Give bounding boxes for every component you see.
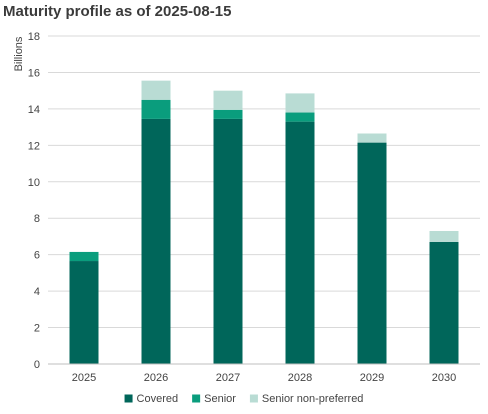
bar-segment <box>285 121 315 364</box>
x-tick-label: 2028 <box>288 372 312 384</box>
y-tick-label: 0 <box>34 359 40 371</box>
y-axis-ticks: 0 2 4 6 8 10 12 14 16 18 <box>28 31 40 371</box>
bar-segment <box>285 112 315 122</box>
bar-segment <box>141 99 171 119</box>
x-axis-ticks: 2025 2026 2027 2028 2029 2030 <box>72 372 456 384</box>
legend-swatch <box>192 394 201 403</box>
bars <box>69 80 459 364</box>
x-tick-label: 2030 <box>432 372 456 384</box>
bar-segment <box>429 230 459 242</box>
legend-label: Senior <box>204 393 236 405</box>
bar-segment <box>357 133 387 143</box>
y-tick-label: 18 <box>28 31 40 43</box>
bar-segment <box>357 142 387 364</box>
legend-swatch <box>124 394 133 403</box>
bar-segment <box>141 80 171 100</box>
y-tick-label: 2 <box>34 323 40 335</box>
y-tick-label: 4 <box>34 286 40 298</box>
legend-swatch <box>249 394 258 403</box>
bar-segment <box>213 90 243 110</box>
bar-segment <box>69 261 99 364</box>
y-tick-label: 14 <box>28 104 40 116</box>
y-tick-label: 10 <box>28 177 40 189</box>
y-tick-label: 8 <box>34 213 40 225</box>
bar-segment <box>69 251 99 262</box>
bar-segment <box>141 118 171 364</box>
legend-label: Covered <box>137 393 179 405</box>
y-axis-title: Billions <box>13 36 25 71</box>
x-tick-label: 2029 <box>360 372 384 384</box>
x-tick-label: 2027 <box>216 372 240 384</box>
bar-segment <box>285 93 315 113</box>
y-tick-label: 16 <box>28 67 40 79</box>
y-tick-label: 12 <box>28 140 40 152</box>
x-tick-label: 2026 <box>144 372 168 384</box>
bar-segment <box>429 241 459 364</box>
legend: Covered Senior Senior non-preferred <box>124 393 364 405</box>
chart-title: Maturity profile as of 2025-08-15 <box>3 3 232 20</box>
legend-label: Senior non-preferred <box>262 393 364 405</box>
x-tick-label: 2025 <box>72 372 96 384</box>
y-tick-label: 6 <box>34 250 40 262</box>
grid-lines <box>48 35 480 329</box>
bar-segment <box>213 118 243 364</box>
bar-segment <box>213 109 243 119</box>
